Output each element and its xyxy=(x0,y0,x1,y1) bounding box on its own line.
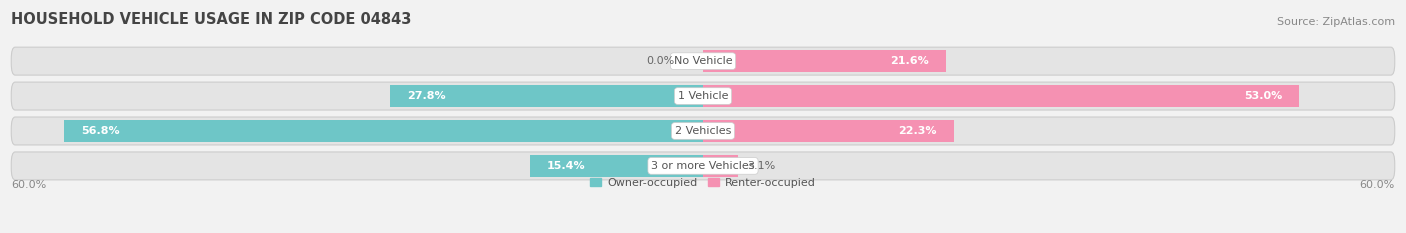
Bar xyxy=(703,50,946,72)
Text: 1 Vehicle: 1 Vehicle xyxy=(678,91,728,101)
Text: HOUSEHOLD VEHICLE USAGE IN ZIP CODE 04843: HOUSEHOLD VEHICLE USAGE IN ZIP CODE 0484… xyxy=(11,12,412,27)
Text: 3.1%: 3.1% xyxy=(747,161,775,171)
FancyBboxPatch shape xyxy=(11,117,1395,145)
Text: 60.0%: 60.0% xyxy=(11,180,46,190)
Bar xyxy=(391,85,703,107)
Bar xyxy=(703,155,738,177)
Text: 0.0%: 0.0% xyxy=(647,56,675,66)
Text: 15.4%: 15.4% xyxy=(547,161,585,171)
Bar xyxy=(703,120,953,142)
Bar xyxy=(65,120,703,142)
Text: 2 Vehicles: 2 Vehicles xyxy=(675,126,731,136)
Legend: Owner-occupied, Renter-occupied: Owner-occupied, Renter-occupied xyxy=(586,173,820,192)
Text: 60.0%: 60.0% xyxy=(1360,180,1395,190)
FancyBboxPatch shape xyxy=(11,152,1395,180)
Text: 22.3%: 22.3% xyxy=(898,126,936,136)
Text: 27.8%: 27.8% xyxy=(408,91,446,101)
Text: 21.6%: 21.6% xyxy=(890,56,929,66)
Text: No Vehicle: No Vehicle xyxy=(673,56,733,66)
Bar xyxy=(703,85,1299,107)
FancyBboxPatch shape xyxy=(11,47,1395,75)
Text: 53.0%: 53.0% xyxy=(1244,91,1282,101)
FancyBboxPatch shape xyxy=(11,82,1395,110)
Text: Source: ZipAtlas.com: Source: ZipAtlas.com xyxy=(1277,17,1395,27)
Bar xyxy=(530,155,703,177)
Text: 56.8%: 56.8% xyxy=(82,126,120,136)
Text: 3 or more Vehicles: 3 or more Vehicles xyxy=(651,161,755,171)
